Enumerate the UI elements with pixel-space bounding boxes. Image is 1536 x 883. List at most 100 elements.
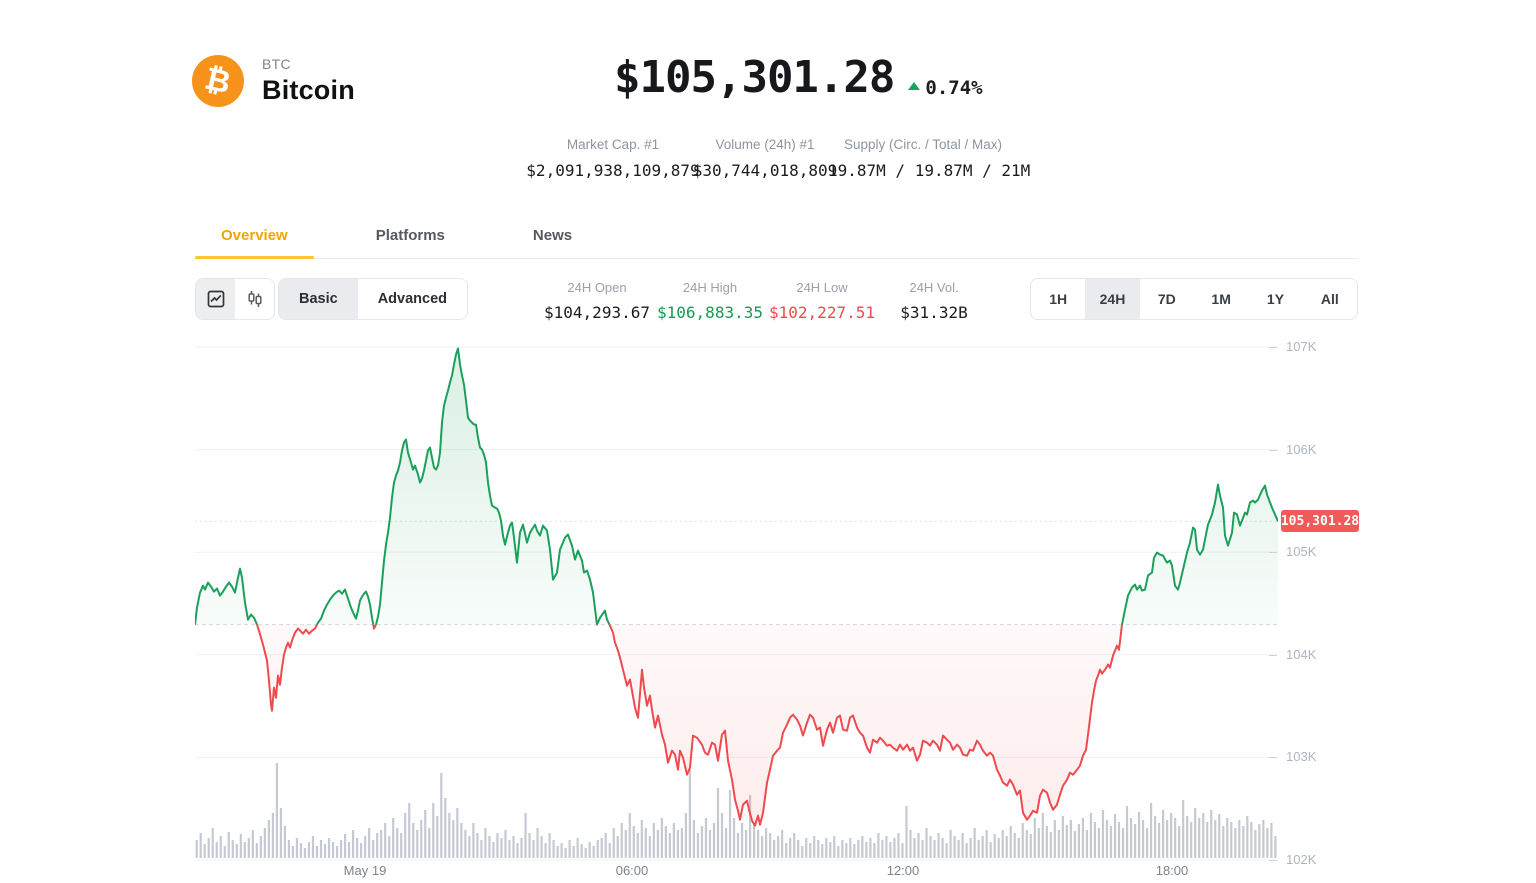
- volume-bar: [343, 834, 347, 858]
- volume-bar: [845, 843, 848, 858]
- volume-bar: [307, 842, 311, 858]
- volume-bar: [360, 843, 363, 858]
- volume-bar: [1133, 824, 1137, 858]
- volume-bar: [997, 838, 1000, 858]
- tab-overview[interactable]: Overview: [195, 212, 314, 259]
- volume-bar: [821, 844, 824, 858]
- volume-bar: [668, 833, 671, 858]
- volume-bar: [672, 823, 675, 858]
- volume-bar: [981, 836, 984, 858]
- volume-bar: [512, 836, 515, 858]
- volume-bar: [829, 842, 832, 858]
- volume-bar: [392, 818, 395, 858]
- volume-bar: [765, 828, 768, 858]
- volume-bar: [724, 828, 728, 858]
- volume-bar: [841, 840, 844, 858]
- line-chart-button[interactable]: [196, 279, 235, 319]
- volume-bar: [805, 838, 808, 858]
- price-chart[interactable]: 107K 106K 105K 104K 103K 102K May 19 06:00 12:00…: [0, 339, 1536, 883]
- volume-bar: [552, 840, 555, 858]
- advanced-mode-button[interactable]: Advanced: [377, 291, 448, 307]
- volume-bar: [195, 840, 198, 858]
- stat-volume: Volume (24h) #1 $30,744,018,809: [686, 137, 844, 180]
- volume-bar: [1198, 818, 1201, 858]
- volume-bar: [652, 823, 655, 858]
- volume-bar: [757, 830, 760, 858]
- volume-bar: [1065, 825, 1068, 858]
- volume-bar: [536, 828, 539, 858]
- stat-24h-vol: 24H Vol. $31.32B: [900, 280, 968, 322]
- volume-bar: [404, 813, 407, 858]
- range-1h-button[interactable]: 1H: [1049, 291, 1068, 307]
- y-axis-tick: [1269, 552, 1277, 553]
- candlestick-chart-button[interactable]: [235, 279, 274, 319]
- price-change: 0.74%: [908, 77, 983, 99]
- volume-bar: [444, 798, 447, 858]
- volume-bar: [1270, 823, 1273, 858]
- volume-bar: [1202, 813, 1205, 858]
- x-axis-label: 06:00: [615, 863, 649, 878]
- range-1y-button[interactable]: 1Y: [1266, 291, 1285, 307]
- volume-bar: [524, 813, 527, 858]
- volume-bar: [480, 840, 483, 858]
- volume-bar: [572, 846, 575, 858]
- stat-supply: Supply (Circ. / Total / Max) 19.87M / 19…: [828, 137, 1030, 180]
- volume-bar: [243, 842, 246, 858]
- volume-bar: [1210, 810, 1213, 858]
- range-7d-button[interactable]: 7D: [1157, 291, 1176, 307]
- volume-bar: [516, 843, 519, 858]
- volume-bar: [440, 773, 443, 858]
- tab-bar: Overview Platforms News: [195, 212, 1358, 259]
- range-24h-button[interactable]: 24H: [1085, 279, 1140, 319]
- volume-bar: [211, 828, 214, 858]
- volume-bar: [291, 846, 295, 858]
- volume-bar: [339, 840, 343, 858]
- volume-bar: [251, 830, 254, 858]
- volume-bar: [576, 838, 579, 858]
- volume-bar: [1266, 828, 1269, 858]
- tab-news[interactable]: News: [532, 226, 573, 244]
- mode-toggle: Basic Advanced: [278, 278, 469, 320]
- price-chart-plot[interactable]: [195, 340, 1278, 862]
- volume-bar: [905, 806, 908, 858]
- volume-bar: [1041, 813, 1044, 858]
- price-block: $105,301.28 0.74%: [614, 52, 983, 103]
- volume-bar: [1013, 833, 1016, 858]
- volume-bar: [323, 844, 327, 858]
- tab-platforms[interactable]: Platforms: [375, 226, 445, 244]
- volume-bar: [696, 833, 700, 858]
- x-axis-label: 12:00: [886, 863, 920, 878]
- volume-bar: [388, 836, 391, 858]
- volume-bar: [885, 836, 888, 858]
- volume-bar: [676, 830, 679, 858]
- volume-bar: [825, 838, 828, 858]
- range-1m-button[interactable]: 1M: [1211, 291, 1231, 307]
- volume-bar: [1170, 813, 1173, 858]
- volume-bar: [335, 846, 339, 858]
- volume-bar: [736, 833, 740, 858]
- volume-bar: [1162, 810, 1165, 858]
- volume-bar: [837, 846, 840, 858]
- x-axis-label: May 19: [343, 863, 387, 878]
- stat-label: Supply (Circ. / Total / Max): [843, 137, 1003, 152]
- volume-bar: [1005, 836, 1008, 858]
- volume-bar: [700, 826, 704, 858]
- range-all-button[interactable]: All: [1320, 291, 1339, 307]
- volume-bar: [785, 843, 788, 858]
- volume-bar: [716, 788, 720, 858]
- y-axis-label: 107K: [1286, 339, 1317, 354]
- volume-bar: [227, 832, 230, 858]
- basic-mode-button[interactable]: Basic: [279, 279, 358, 319]
- volume-bar: [660, 818, 663, 858]
- volume-bar: [235, 844, 238, 858]
- volume-bar: [1194, 808, 1197, 858]
- volume-bar: [319, 840, 323, 858]
- volume-bar: [969, 838, 972, 858]
- volume-bar: [1049, 832, 1052, 858]
- volume-bar: [592, 846, 595, 858]
- volume-bar: [1262, 820, 1265, 858]
- volume-bar: [628, 813, 631, 858]
- volume-bar: [504, 830, 507, 858]
- volume-bar: [596, 840, 599, 858]
